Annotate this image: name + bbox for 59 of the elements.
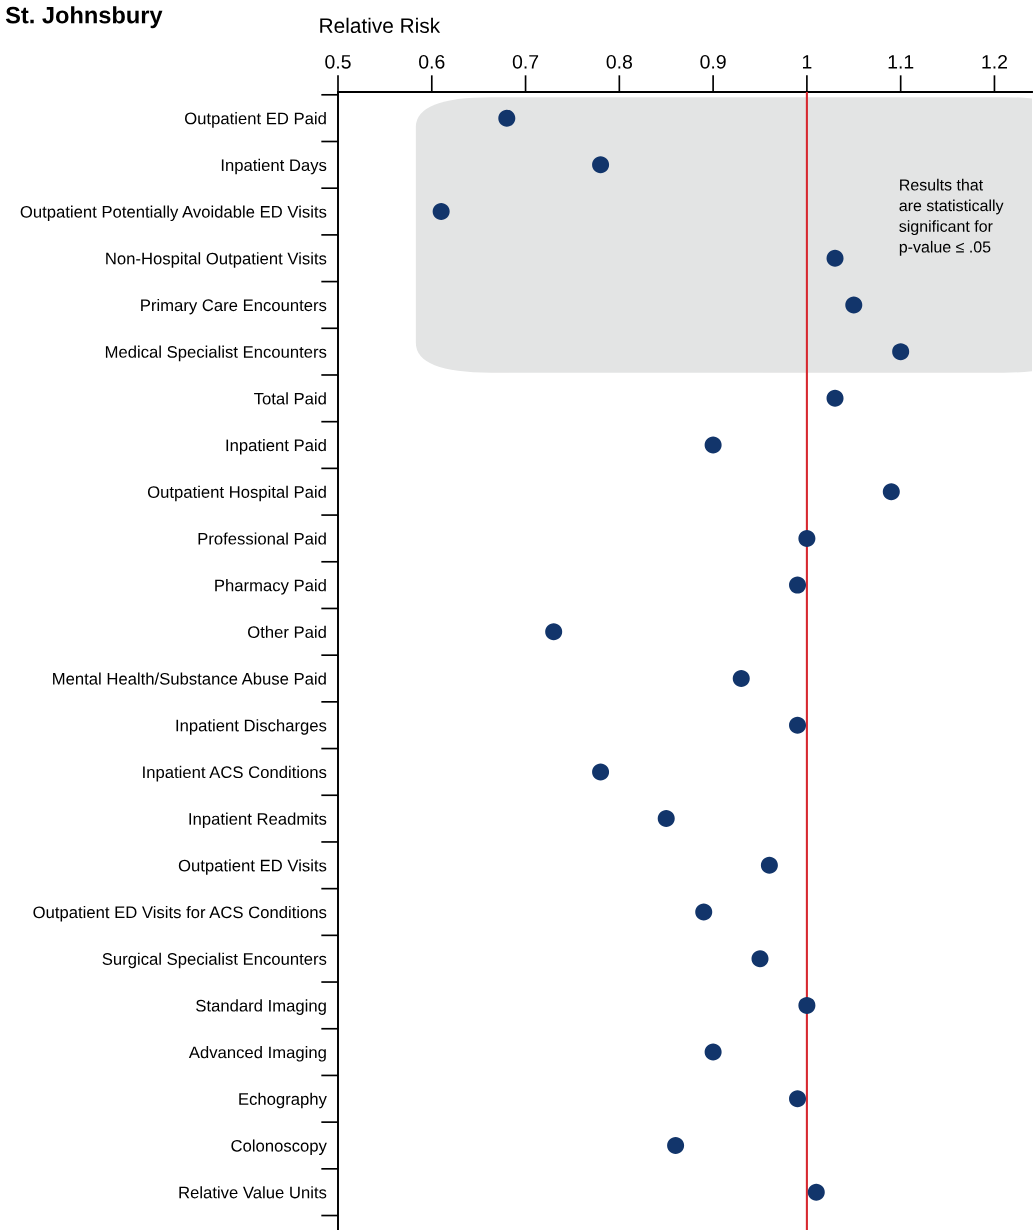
x-tick-label: 0.8 <box>606 54 633 69</box>
y-tick-label: Total Paid <box>254 392 326 405</box>
point <box>798 996 816 1014</box>
point <box>498 109 516 127</box>
y-tick-label: Outpatient ED Paid <box>185 112 326 128</box>
y-tick-label: Non-Hospital Outpatient Visits <box>106 252 327 268</box>
point <box>704 436 722 454</box>
point <box>892 343 910 361</box>
x-tick-label: 1.2 <box>982 54 1007 69</box>
y-tick-label: Mental Health/Substance Abuse Paid <box>53 672 326 685</box>
point <box>704 1043 722 1061</box>
y-tick-label: Outpatient ED Visits <box>178 859 327 875</box>
point <box>882 483 900 501</box>
y-tick-label: Inpatient Discharges <box>176 719 327 735</box>
text: St. Johnsbury <box>5 6 163 29</box>
point <box>789 716 807 734</box>
y-tick-label: Advanced Imaging <box>188 1046 326 1062</box>
point <box>807 1183 825 1201</box>
point <box>789 576 807 594</box>
y-tick-label: Pharmacy Paid <box>215 579 326 595</box>
point <box>760 856 778 874</box>
x-tick-label: 1.1 <box>888 55 914 69</box>
point <box>432 203 450 221</box>
y-tick-label: Surgical Specialist Encounters <box>102 952 327 969</box>
point <box>789 1090 807 1108</box>
y-tick-label: Inpatient Days <box>221 158 327 175</box>
y-tick-label: Outpatient ED Visits for ACS Conditions <box>33 905 327 922</box>
x-axis-title: Relative Risk <box>320 17 441 34</box>
y-tick-label: Outpatient Potentially Avoidable ED Visits <box>20 205 327 222</box>
x-tick-label: 0.9 <box>700 54 726 69</box>
y-tick-label: Inpatient Readmits <box>189 812 327 829</box>
point <box>826 249 844 267</box>
point <box>695 903 713 921</box>
y-tick-label: Inpatient ACS Conditions <box>143 765 327 782</box>
x-tick-label: 0.7 <box>512 54 539 69</box>
point <box>592 763 610 781</box>
y-tick-label: Professional Paid <box>198 532 326 545</box>
point <box>845 296 863 314</box>
y-tick-label: Other Paid <box>248 625 326 639</box>
x-tick-label: 0.5 <box>325 54 351 69</box>
point <box>545 623 563 641</box>
y-tick-label: Outpatient Hospital Paid <box>147 485 326 502</box>
x-tick-label: 0.6 <box>419 54 445 69</box>
y-tick-label: Medical Specialist Encounters <box>105 345 327 362</box>
y-tick-label: Colonoscopy <box>231 1139 327 1155</box>
y-tick-label: Echography <box>239 1092 327 1109</box>
point <box>667 1136 685 1154</box>
point <box>826 389 844 407</box>
point <box>592 156 610 174</box>
y-tick-label: Primary Care Encounters <box>141 298 327 315</box>
point <box>732 670 750 688</box>
band-label: Results that are statistically significant for p-value ≤ .05 <box>899 178 1004 256</box>
point <box>657 810 675 828</box>
y-tick-label: Relative Value Units <box>179 1186 327 1199</box>
x-tick-label: 1 <box>802 55 812 69</box>
point <box>751 950 769 968</box>
y-tick-label: Inpatient Paid <box>226 438 326 455</box>
point <box>798 529 816 547</box>
y-tick-label: Standard Imaging <box>196 999 326 1015</box>
